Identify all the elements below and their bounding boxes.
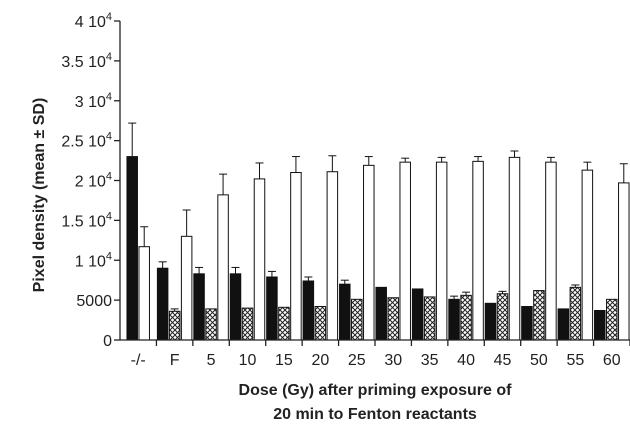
bar-open-50 (545, 161, 557, 341)
bar-hatched-10 (241, 307, 254, 341)
bar-hatched-30 (387, 297, 399, 341)
bar-open-F (180, 235, 193, 341)
bar-solid-20 (302, 280, 315, 341)
bar-solid-45 (484, 302, 497, 341)
y-tick-label-base: 1.5 10 (61, 213, 106, 230)
bar-hatched-40 (460, 294, 472, 341)
x-tick-label: 50 (530, 352, 548, 369)
bar-open-55 (581, 169, 594, 341)
x-tick-label: 5 (207, 352, 216, 369)
y-tick-label-exponent: 4 (106, 250, 112, 262)
bar-solid-5 (193, 273, 205, 341)
bar-solid--/- (126, 156, 138, 341)
bar-hatched-25 (351, 298, 363, 341)
x-tick-label: 45 (494, 352, 512, 369)
bar-open-15 (290, 172, 302, 341)
x-axis: -/- F 5 10 15 20 25 30 35 40 45 50 55 60 (120, 339, 630, 369)
y-tick-label-exponent: 4 (106, 51, 112, 63)
bar-hatched-20 (314, 306, 327, 341)
bar-open-30 (399, 161, 411, 341)
y-tick-label: 3.5 104 (61, 51, 112, 71)
bar-solid-15 (266, 276, 278, 341)
bar-solid-50 (521, 306, 533, 341)
y-tick-label: 1 104 (75, 250, 112, 270)
bar-open-10 (253, 178, 266, 341)
bar-hatched-45 (496, 293, 509, 341)
y-tick-label-exponent: 4 (106, 11, 112, 23)
bar-hatched-35 (423, 296, 436, 341)
bar-hatched-15 (278, 306, 290, 341)
x-axis-title-line1: Dose (Gy) after priming exposure of (239, 382, 513, 399)
y-tick-label-exponent: 4 (106, 131, 112, 143)
bar-hatched-5 (205, 308, 217, 341)
x-tick-label: 15 (275, 352, 293, 369)
y-tick-label: 4 104 (75, 11, 112, 31)
bar-solid-F (156, 267, 169, 341)
y-tick-label: 5000 (76, 293, 112, 310)
x-tick-label: 10 (239, 352, 257, 369)
x-tick-label: 60 (603, 352, 621, 369)
x-tick-label: F (170, 352, 180, 369)
x-axis-title-line2: 20 min to Fenton reactants (273, 406, 477, 423)
x-tick-label: -/- (131, 352, 146, 369)
y-tick-label-base: 4 10 (75, 14, 106, 31)
x-tick-label: 55 (566, 352, 584, 369)
y-tick-label-base: 1 10 (75, 253, 106, 270)
bar-open-35 (435, 161, 448, 341)
y-tick-label-base: 3 10 (75, 94, 106, 111)
bar-open-40 (472, 160, 484, 341)
bar-hatched-50 (533, 290, 545, 341)
y-tick-label-base: 2.5 10 (61, 134, 106, 151)
bar-solid-40 (448, 298, 460, 341)
y-tick-label-base: 5000 (76, 293, 112, 310)
x-tick-label: 25 (348, 352, 366, 369)
bars (126, 122, 630, 341)
x-tick-label: 30 (384, 352, 402, 369)
bar-solid-60 (594, 309, 606, 341)
bar-open-20 (326, 171, 339, 341)
bar-open-60 (618, 182, 630, 341)
y-tick-label: 3 104 (75, 91, 112, 111)
bar-open-25 (363, 164, 375, 341)
y-tick-label-base: 0 (103, 333, 112, 350)
bar-solid-30 (375, 286, 387, 341)
bar-solid-55 (557, 308, 570, 341)
bar-solid-10 (229, 273, 242, 341)
y-tick-label: 2.5 104 (61, 131, 112, 151)
y-tick-label: 1.5 104 (61, 210, 112, 230)
y-tick-label-exponent: 4 (106, 171, 112, 183)
bar-hatched-60 (606, 298, 618, 341)
y-tick-label-base: 3.5 10 (61, 54, 106, 71)
y-tick-label: 0 (103, 333, 112, 350)
bar-open-45 (508, 156, 521, 341)
bar-open-5 (217, 194, 229, 341)
x-tick-label: 35 (421, 352, 439, 369)
bar-solid-35 (411, 288, 424, 341)
x-tick-label: 40 (457, 352, 475, 369)
y-axis-title: Pixel density (mean ± SD) (31, 98, 48, 293)
x-tick-label: 20 (311, 352, 329, 369)
bar-open--/- (138, 246, 150, 341)
y-tick-label-exponent: 4 (106, 91, 112, 103)
bar-hatched-55 (569, 286, 582, 341)
y-tick-label-base: 2 10 (75, 174, 106, 191)
bar-hatched-F (168, 310, 181, 341)
y-tick-label-exponent: 4 (106, 210, 112, 222)
bar-solid-25 (339, 283, 351, 341)
y-tick-label: 2 104 (75, 171, 112, 191)
